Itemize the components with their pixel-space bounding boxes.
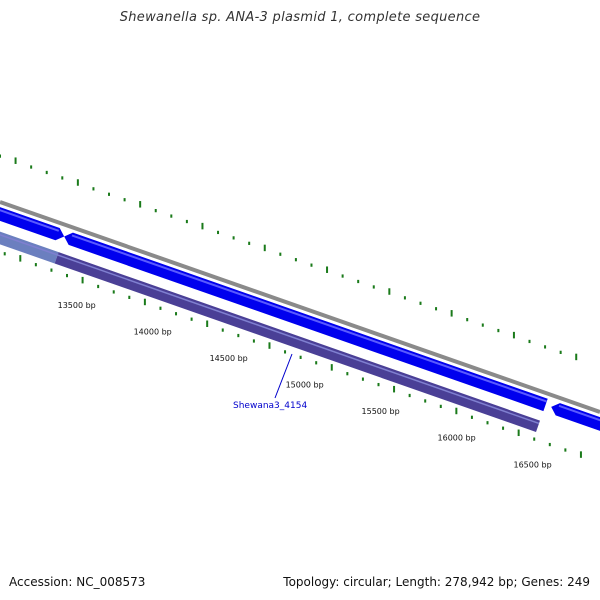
reverse-gene-highlight bbox=[0, 234, 540, 425]
tick-label-16000: 16000 bp bbox=[438, 434, 476, 443]
forward-gene-1-highlight bbox=[0, 209, 60, 232]
forward-strand-genes bbox=[0, 207, 600, 431]
gc-content-track-outer bbox=[0, 154, 578, 361]
tick-16500: 16500 bp bbox=[514, 460, 552, 469]
accession-text: Accession: NC_008573 bbox=[9, 575, 146, 589]
tick-label-15500: 15500 bp bbox=[362, 407, 400, 416]
tick-label-13500: 13500 bp bbox=[58, 301, 96, 310]
reverse-strand-genes bbox=[0, 231, 540, 432]
tick-14000: 14000 bp bbox=[134, 327, 172, 336]
forward-gene-2-highlight bbox=[71, 234, 548, 403]
tick-13500: 13500 bp bbox=[58, 301, 96, 310]
forward-gene-3 bbox=[551, 403, 600, 431]
tick-16000: 16000 bp bbox=[438, 434, 476, 443]
gc-skew-track-inner bbox=[3, 252, 582, 458]
tick-14500: 14500 bp bbox=[210, 354, 248, 363]
gene-label-shewana3-4154[interactable]: Shewana3_4154 bbox=[233, 401, 307, 411]
tick-label-16500: 16500 bp bbox=[514, 460, 552, 469]
tick-15000: 15000 bp bbox=[286, 381, 324, 390]
tick-label-14500: 14500 bp bbox=[210, 354, 248, 363]
topology-text: Topology: circular; Length: 278,942 bp; … bbox=[283, 575, 590, 589]
plasmid-backbone bbox=[0, 200, 600, 414]
bp-scale-ticks: 13500 bp 14000 bp 14500 bp 15000 bp 15500 bp… bbox=[58, 301, 552, 470]
gene-label-leader-line bbox=[274, 353, 293, 399]
tick-label-14000: 14000 bp bbox=[134, 327, 172, 336]
forward-gene-3-highlight bbox=[558, 404, 600, 422]
tick-label-15000: 15000 bp bbox=[286, 381, 324, 390]
forward-gene-2 bbox=[64, 232, 548, 412]
tick-15500: 15500 bp bbox=[362, 407, 400, 416]
map-title: Shewanella sp. ANA-3 plasmid 1, complete… bbox=[119, 10, 481, 25]
